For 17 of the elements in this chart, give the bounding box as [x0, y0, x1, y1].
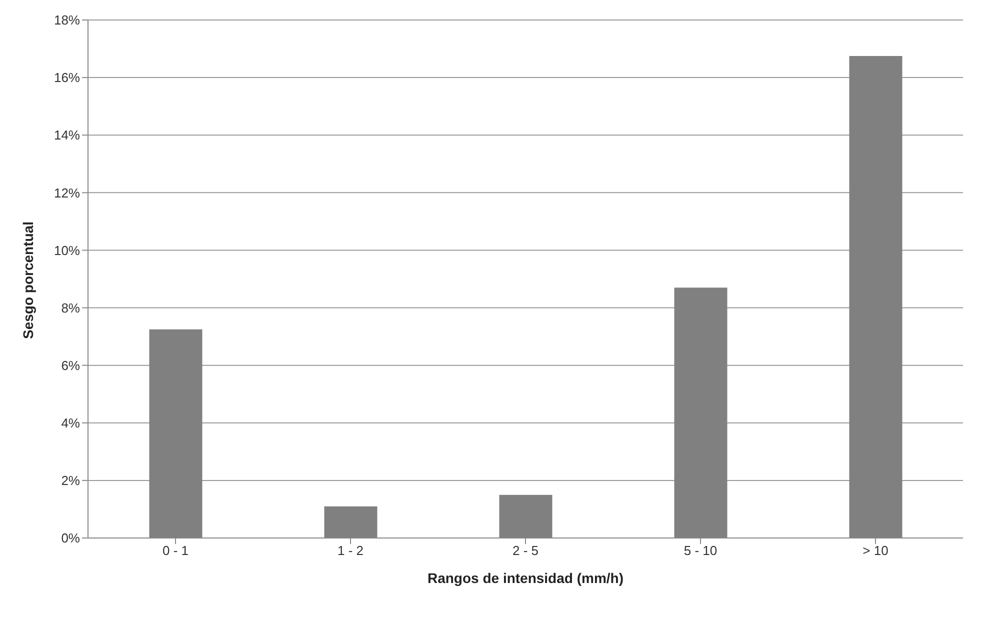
y-tick-label: 18% [54, 12, 80, 28]
y-tick-label: 10% [54, 242, 80, 258]
y-tick-label: 12% [54, 185, 80, 200]
x-tick-label: > 10 [862, 543, 888, 558]
x-tick-label: 5 - 10 [684, 543, 718, 558]
x-tick-label: 0 - 1 [162, 543, 189, 558]
y-tick-label: 0% [61, 530, 80, 546]
y-tick-label: 6% [61, 358, 80, 373]
x-axis-title: Rangos de intensidad (mm/h) [427, 570, 624, 586]
y-axis-title: Sesgo porcentual [20, 222, 36, 339]
y-tick-label: 16% [54, 70, 80, 86]
y-tick-label: 14% [54, 128, 80, 143]
y-tick-label: 8% [61, 300, 80, 316]
y-tick-label: 4% [61, 416, 80, 431]
x-tick-label: 2 - 5 [512, 543, 539, 558]
y-tick-label: 2% [61, 473, 80, 488]
x-tick-label: 1 - 2 [337, 543, 364, 558]
